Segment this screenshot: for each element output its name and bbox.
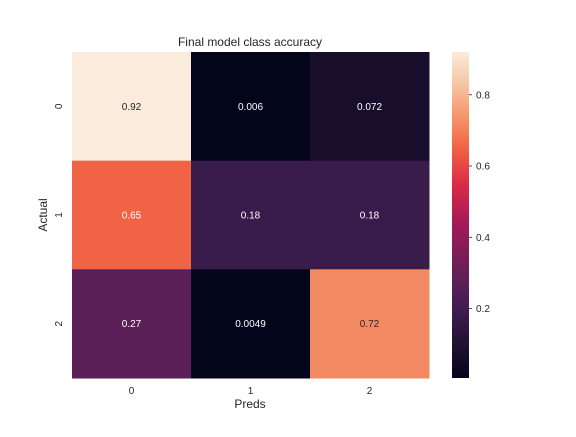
colorbar-gradient — [452, 52, 469, 378]
heatmap-cells — [72, 52, 430, 379]
x-axis-label: Preds — [234, 397, 265, 411]
heatmap-cell-labels: 0.92 0.006 0.072 0.65 0.18 0.18 0.27 0.0049 0.72 — [122, 102, 383, 330]
cell-value-label-1-1: 0.18 — [241, 211, 261, 222]
colorbar: 0.2 0.4 0.6 0.8 — [452, 52, 490, 378]
x-axis-ticks: 0 1 2 — [129, 386, 373, 397]
cell-value-label-0-1: 0.006 — [238, 102, 263, 113]
heatmap-cell-2-0 — [72, 269, 192, 379]
colorbar-tick-label-3: 0.8 — [476, 90, 490, 101]
cell-value-label-2-2: 0.72 — [360, 319, 380, 330]
heatmap-cell-0-0 — [72, 52, 192, 162]
heatmap-cell-0-2 — [310, 52, 430, 162]
heatmap-cell-0-1 — [191, 52, 311, 162]
cell-value-label-2-0: 0.27 — [122, 319, 142, 330]
heatmap-cell-2-1 — [191, 269, 311, 379]
heatmap-cell-2-2 — [310, 269, 430, 379]
colorbar-tick-label-1: 0.4 — [476, 233, 490, 244]
y-tick-label-1: 1 — [54, 212, 65, 218]
x-tick-label-0: 0 — [129, 386, 135, 397]
cell-value-label-1-2: 0.18 — [360, 211, 380, 222]
heatmap-cell-1-0 — [72, 160, 192, 270]
colorbar-tick-label-2: 0.6 — [476, 162, 490, 173]
chart-title: Final model class accuracy — [178, 35, 322, 49]
y-tick-label-0: 0 — [54, 103, 65, 109]
cell-value-label-0-2: 0.072 — [357, 102, 382, 113]
heatmap-cell-1-1 — [191, 160, 311, 270]
x-tick-label-1: 1 — [248, 386, 254, 397]
colorbar-tick-label-0: 0.2 — [476, 304, 490, 315]
y-axis-label: Actual — [36, 198, 50, 231]
heatmap-cell-1-2 — [310, 160, 430, 270]
x-tick-label-2: 2 — [367, 386, 373, 397]
cell-value-label-1-0: 0.65 — [122, 211, 142, 222]
y-tick-label-2: 2 — [54, 320, 65, 326]
y-axis-ticks: 0 1 2 — [54, 103, 65, 326]
cell-value-label-2-1: 0.0049 — [235, 319, 266, 330]
cell-value-label-0-0: 0.92 — [122, 102, 142, 113]
